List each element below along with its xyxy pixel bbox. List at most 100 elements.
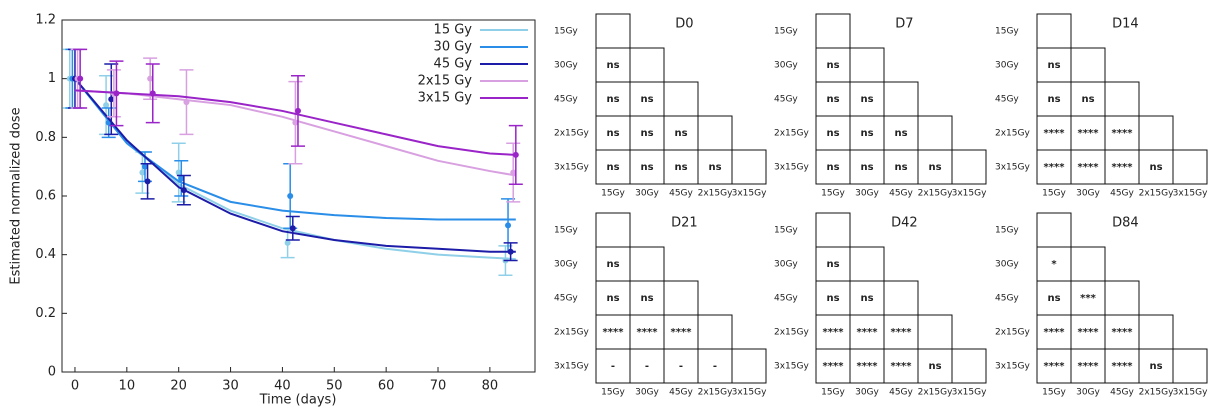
col-label: 3x15Gy bbox=[1173, 388, 1208, 398]
x-tick-label: 40 bbox=[274, 379, 291, 394]
panel-title: D42 bbox=[891, 216, 918, 231]
cell bbox=[815, 13, 851, 49]
col-label: 45Gy bbox=[1110, 388, 1134, 398]
cell bbox=[629, 246, 665, 282]
row-label: 45Gy bbox=[774, 95, 798, 105]
cell-value: *** bbox=[1080, 293, 1096, 304]
data-point bbox=[103, 102, 110, 109]
cell-value: ns bbox=[826, 259, 839, 270]
data-point bbox=[510, 169, 517, 176]
cell-value: ns bbox=[826, 128, 839, 139]
cell bbox=[883, 81, 919, 117]
col-label: 3x15Gy bbox=[952, 388, 987, 398]
data-point bbox=[149, 90, 156, 97]
row-label: 30Gy bbox=[995, 61, 1019, 71]
cell bbox=[1138, 115, 1174, 151]
cell-value: **** bbox=[1112, 327, 1134, 338]
cell-value: **** bbox=[1112, 128, 1134, 139]
data-point bbox=[284, 239, 291, 246]
y-tick-label: 0.8 bbox=[35, 130, 56, 145]
col-label: 30Gy bbox=[1076, 388, 1100, 398]
cell bbox=[815, 212, 851, 248]
cell-value: ns bbox=[860, 162, 873, 173]
col-label: 45Gy bbox=[669, 189, 693, 199]
row-label: 15Gy bbox=[995, 226, 1019, 236]
cell bbox=[1036, 13, 1072, 49]
cell bbox=[663, 81, 699, 117]
col-label: 15Gy bbox=[1042, 388, 1066, 398]
col-label: 2x15Gy bbox=[698, 189, 733, 199]
col-label: 30Gy bbox=[1076, 189, 1100, 199]
row-label: 2x15Gy bbox=[995, 129, 1030, 139]
col-label: 2x15Gy bbox=[918, 388, 953, 398]
cell-value: **** bbox=[823, 361, 845, 372]
cell-value: **** bbox=[1044, 361, 1066, 372]
row-label: 45Gy bbox=[995, 294, 1019, 304]
x-tick-label: 80 bbox=[482, 379, 499, 394]
cell bbox=[1172, 348, 1208, 384]
y-tick-label: 1.2 bbox=[35, 13, 56, 28]
data-point bbox=[141, 163, 148, 170]
row-label: 3x15Gy bbox=[995, 362, 1030, 372]
col-label: 2x15Gy bbox=[1139, 189, 1174, 199]
col-label: 2x15Gy bbox=[918, 189, 953, 199]
cell bbox=[1070, 47, 1106, 83]
row-label: 45Gy bbox=[554, 95, 578, 105]
panel-title: D84 bbox=[1112, 216, 1139, 231]
cell-value: ns bbox=[894, 128, 907, 139]
cell-value: ns bbox=[1149, 361, 1162, 372]
cell-value: **** bbox=[1112, 162, 1134, 173]
row-label: 45Gy bbox=[995, 95, 1019, 105]
row-label: 15Gy bbox=[554, 226, 578, 236]
y-tick-label: 1 bbox=[48, 71, 56, 86]
data-point bbox=[505, 222, 512, 229]
row-label: 30Gy bbox=[995, 260, 1019, 270]
data-point bbox=[147, 75, 154, 82]
row-label: 2x15Gy bbox=[774, 129, 809, 139]
cell-value: ns bbox=[860, 94, 873, 105]
cell-value: - bbox=[611, 361, 615, 372]
row-label: 45Gy bbox=[554, 294, 578, 304]
x-tick-label: 60 bbox=[378, 379, 395, 394]
cell-value: **** bbox=[1078, 162, 1100, 173]
cell-value: ns bbox=[1081, 94, 1094, 105]
col-label: 30Gy bbox=[855, 388, 879, 398]
y-axis-label: Estimated normalized dose bbox=[9, 107, 24, 284]
cell-value: **** bbox=[891, 327, 913, 338]
cell-value: ns bbox=[606, 128, 619, 139]
x-tick-label: 0 bbox=[71, 379, 79, 394]
cell-value: **** bbox=[857, 361, 879, 372]
cell bbox=[663, 280, 699, 316]
cell-value: **** bbox=[1078, 128, 1100, 139]
cell-value: ns bbox=[1047, 293, 1060, 304]
cell bbox=[883, 280, 919, 316]
data-point bbox=[292, 119, 299, 126]
col-label: 15Gy bbox=[1042, 189, 1066, 199]
row-label: 15Gy bbox=[995, 27, 1019, 37]
data-point bbox=[180, 187, 187, 194]
col-label: 2x15Gy bbox=[698, 388, 733, 398]
row-label: 3x15Gy bbox=[774, 163, 809, 173]
row-label: 3x15Gy bbox=[554, 163, 589, 173]
cell-value: ns bbox=[826, 60, 839, 71]
row-label: 30Gy bbox=[554, 61, 578, 71]
cell-value: ns bbox=[860, 128, 873, 139]
cell-value: ns bbox=[640, 94, 653, 105]
row-label: 2x15Gy bbox=[554, 129, 589, 139]
col-label: 3x15Gy bbox=[1173, 189, 1208, 199]
cell-value: ns bbox=[606, 162, 619, 173]
data-point bbox=[287, 193, 294, 199]
row-label: 2x15Gy bbox=[554, 328, 589, 338]
cell-value: ns bbox=[928, 162, 941, 173]
cell-value: ns bbox=[640, 293, 653, 304]
row-label: 3x15Gy bbox=[995, 163, 1030, 173]
data-point bbox=[139, 169, 146, 176]
cell-value: - bbox=[679, 361, 683, 372]
cell-value: - bbox=[713, 361, 717, 372]
x-tick-label: 20 bbox=[170, 379, 187, 394]
cell-value: ns bbox=[928, 361, 941, 372]
cell-value: **** bbox=[1078, 361, 1100, 372]
legend-label: 3x15 Gy bbox=[418, 91, 473, 106]
cell-value: ns bbox=[606, 293, 619, 304]
data-point bbox=[144, 178, 151, 185]
